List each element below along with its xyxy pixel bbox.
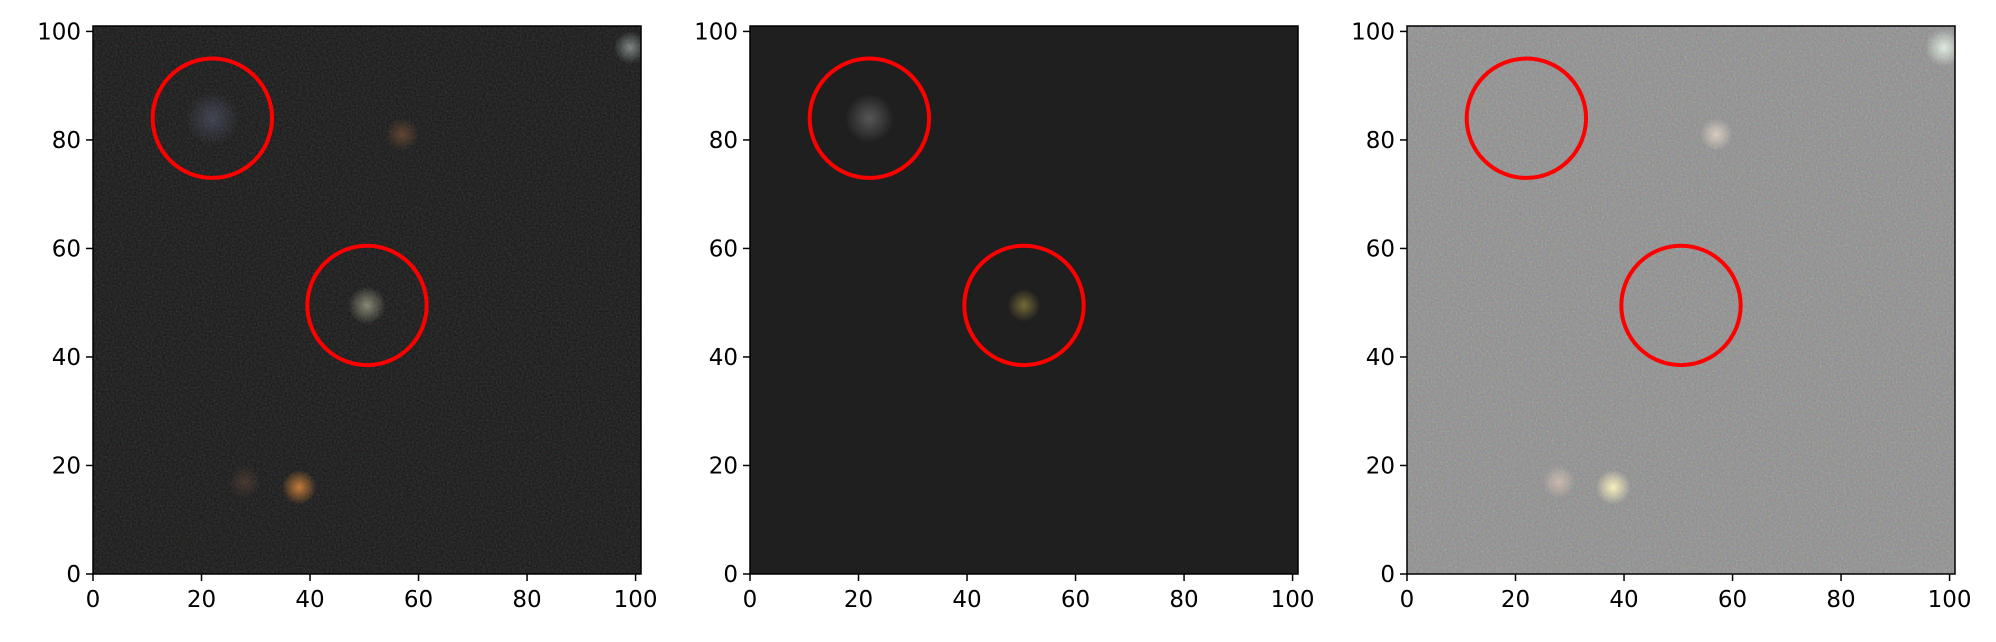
source-blob xyxy=(844,93,894,143)
source-blob xyxy=(348,286,386,325)
axes-frame xyxy=(92,25,642,575)
source-blob xyxy=(1699,118,1733,151)
y-tick-label: 100 xyxy=(37,19,81,45)
image-area xyxy=(1407,26,1955,574)
image-area xyxy=(750,26,1298,574)
x-tick-label: 60 xyxy=(404,587,433,613)
x-tick-label: 80 xyxy=(512,587,541,613)
x-tick-label: 0 xyxy=(86,587,101,613)
source-blob xyxy=(1595,469,1631,505)
y-tick-label: 0 xyxy=(66,562,81,588)
panels: 0 20 40 60 80 100 0 20 40 60 80 100 0 20 40 60 80 100 0 20 4… xyxy=(37,19,1971,613)
x-tick-label: 100 xyxy=(1928,587,1972,613)
right-panel: 0 20 40 60 80 100 0 20 40 60 80 100 xyxy=(1351,19,1971,613)
source-blob xyxy=(1007,289,1041,322)
y-tick-label: 60 xyxy=(709,236,738,262)
x-tick-label: 60 xyxy=(1061,587,1090,613)
y-tick-label: 0 xyxy=(1380,562,1395,588)
y-tick-label: 100 xyxy=(1351,19,1395,45)
source-blob xyxy=(281,469,317,505)
x-tick-label: 20 xyxy=(187,587,216,613)
source-blob xyxy=(185,91,240,146)
x-tick-label: 40 xyxy=(1609,587,1638,613)
source-blob xyxy=(228,465,262,499)
y-tick-label: 80 xyxy=(709,128,738,154)
x-tick-label: 80 xyxy=(1169,587,1198,613)
y-tick-label: 40 xyxy=(1366,345,1395,371)
axes-frame xyxy=(749,25,1299,575)
x-tick-label: 20 xyxy=(844,587,873,613)
highlight-circle xyxy=(962,243,1086,368)
x-tick-label: 60 xyxy=(1718,587,1747,613)
image-noise xyxy=(1407,26,1955,574)
axes-frame xyxy=(1406,25,1956,575)
source-blob xyxy=(1542,465,1576,499)
x-tick-label: 40 xyxy=(952,587,981,613)
y-tick-label: 20 xyxy=(1366,453,1395,479)
y-tick-label: 60 xyxy=(52,236,81,262)
y-tick-label: 60 xyxy=(1366,236,1395,262)
x-tick-label: 0 xyxy=(743,587,758,613)
y-tick-label: 40 xyxy=(709,345,738,371)
source-blob xyxy=(613,31,641,64)
highlight-circle xyxy=(1619,243,1743,368)
x-tick-label: 20 xyxy=(1501,587,1530,613)
x-tick-label: 100 xyxy=(614,587,658,613)
y-tick-label: 100 xyxy=(694,19,738,45)
highlight-circle xyxy=(305,243,429,368)
y-tick-label: 0 xyxy=(723,562,738,588)
x-tick-label: 80 xyxy=(1826,587,1855,613)
y-tick-label: 80 xyxy=(52,128,81,154)
source-blob xyxy=(385,118,419,151)
y-tick-label: 20 xyxy=(709,453,738,479)
x-tick-label: 0 xyxy=(1400,587,1415,613)
highlight-circle xyxy=(807,56,932,180)
middle-panel: 0 20 40 60 80 100 0 20 40 60 80 100 xyxy=(694,19,1314,613)
x-tick-label: 40 xyxy=(295,587,324,613)
left-panel: 0 20 40 60 80 100 0 20 40 60 80 100 xyxy=(37,19,657,613)
y-tick-label: 20 xyxy=(52,453,81,479)
source-blob xyxy=(1925,28,1955,67)
highlight-circle xyxy=(1464,56,1589,180)
y-tick-label: 40 xyxy=(52,345,81,371)
highlight-circle xyxy=(150,56,275,180)
y-tick-label: 80 xyxy=(1366,128,1395,154)
image-area xyxy=(93,26,641,574)
x-tick-label: 100 xyxy=(1271,587,1315,613)
